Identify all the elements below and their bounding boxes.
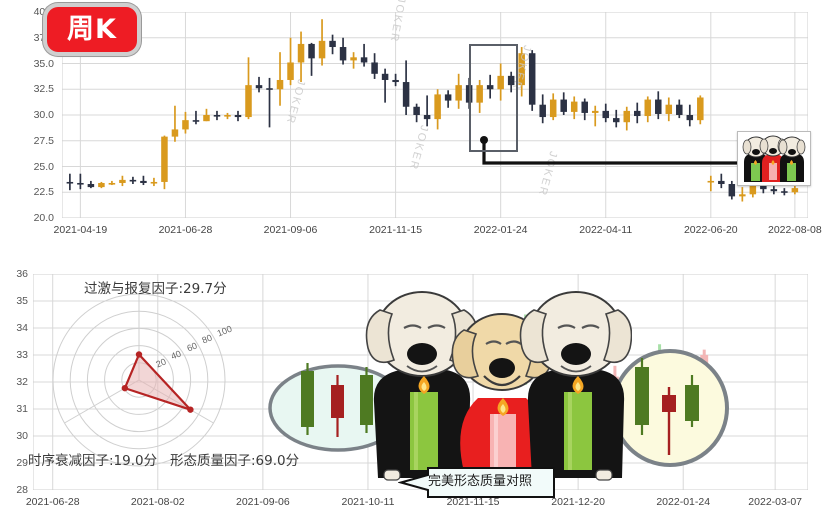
compare-x-tick: 2021-11-15 (446, 496, 500, 508)
highlight-box[interactable] (469, 44, 518, 152)
compare-y-tick: 35 (16, 295, 28, 307)
kline-x-tick: 2021-09-06 (263, 224, 318, 236)
kline-y-tick: 35.0 (33, 57, 54, 70)
three-dogs-illustration-large (365, 291, 632, 481)
pointer-line (480, 136, 740, 165)
kline-y-tick: 30.0 (33, 109, 54, 121)
kline-x-tick: 2021-04-19 (53, 224, 108, 236)
kline-x-tick: 2021-06-28 (158, 224, 213, 236)
kline-y-tick: 27.5 (33, 134, 54, 147)
compare-y-tick: 31 (16, 403, 28, 415)
compare-y-tick: 32 (16, 376, 28, 388)
compare-x-tick: 2021-08-02 (130, 496, 185, 508)
left-pattern-highlight (268, 363, 408, 452)
compare-x-tick: 2022-03-07 (748, 496, 803, 508)
compare-x-tick: 2021-06-28 (25, 496, 80, 508)
kline-x-tick: 2022-06-20 (683, 224, 738, 236)
compare-y-tick: 30 (16, 430, 28, 442)
compare-x-tick: 2021-12-20 (551, 496, 605, 508)
pattern-compare-panel: 过激与报复因子:29.7分 时序衰减因子:19.0分 形态质量因子:69.0分 (0, 258, 822, 520)
zhou-k-badge[interactable]: 周K (47, 7, 137, 52)
three-dogs-sticker-small (737, 131, 811, 186)
compare-x-tick: 2022-01-24 (656, 496, 711, 508)
radar-label-bottom-right: 形态质量因子:69.0分 (170, 453, 300, 469)
compare-y-tick: 29 (16, 457, 28, 469)
compare-y-tick: 34 (16, 322, 28, 334)
right-pattern-highlight (611, 349, 729, 467)
compare-y-tick: 36 (16, 268, 28, 280)
kline-y-tick: 22.5 (33, 186, 54, 199)
factor-radar-chart[interactable] (24, 280, 284, 480)
kline-y-tick: 25.0 (33, 160, 54, 173)
kline-y-tick: 32.5 (33, 83, 54, 96)
compare-y-tick: 33 (16, 349, 28, 361)
compare-y-tick: 28 (16, 484, 28, 496)
compare-x-tick: 2021-10-11 (341, 496, 395, 508)
kline-plot-area[interactable] (62, 12, 808, 218)
compare-x-tick: 2021-09-06 (236, 496, 290, 508)
weekly-kline-panel: 20.0 22.5 25.0 27.5 30.0 32.5 35.0 37.5 40.0 202… (0, 0, 822, 258)
radar-label-top: 过激与报复因子:29.7分 (84, 281, 227, 297)
kline-x-tick: 2022-01-24 (473, 224, 528, 236)
radar-label-bottom-left: 时序衰减因子:19.0分 (28, 453, 158, 469)
zhou-k-label: 周K (67, 14, 117, 45)
kline-y-tick: 20.0 (33, 212, 54, 224)
callout-arrow[interactable] (398, 466, 558, 500)
kline-x-tick: 2022-08-08 (768, 224, 822, 236)
kline-x-tick: 2021-11-15 (369, 224, 423, 236)
kline-x-tick: 2022-04-11 (579, 224, 633, 236)
callout-label: 完美形态质量对照 (428, 474, 533, 489)
